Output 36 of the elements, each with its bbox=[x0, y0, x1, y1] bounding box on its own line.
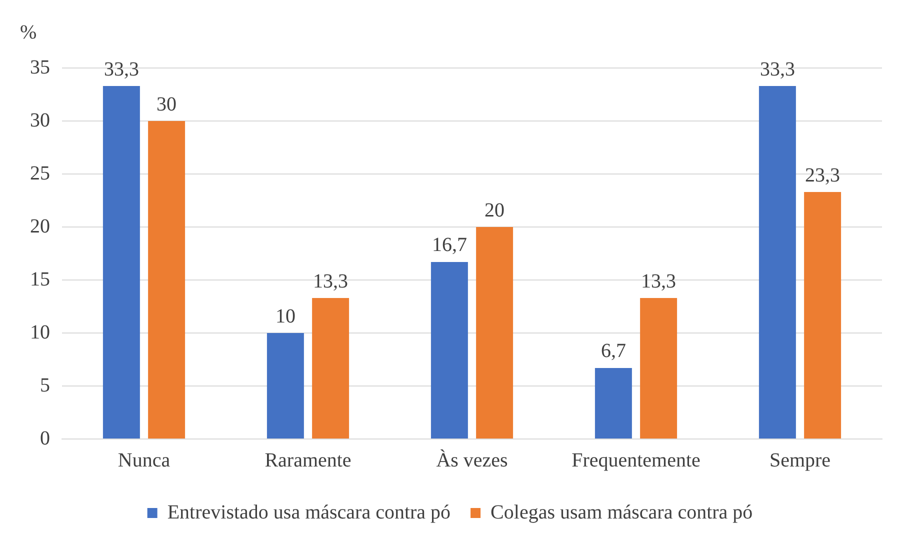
legend-label: Entrevistado usa máscara contra pó bbox=[167, 501, 451, 524]
bar bbox=[266, 333, 304, 438]
data-label: 10 bbox=[275, 305, 296, 328]
bar bbox=[804, 192, 842, 438]
data-label: 30 bbox=[156, 93, 177, 116]
bar bbox=[758, 86, 796, 438]
x-tick-label: Raramente bbox=[264, 449, 352, 472]
bar bbox=[102, 86, 140, 438]
y-axis-title: % bbox=[20, 21, 37, 44]
data-label: 33,3 bbox=[760, 58, 795, 80]
data-label: 6,7 bbox=[600, 340, 626, 362]
legend-label: Colegas usam máscara contra pó bbox=[490, 501, 753, 524]
data-label: 33,3 bbox=[104, 58, 139, 80]
bar bbox=[594, 368, 632, 438]
y-tick-label: 35 bbox=[30, 56, 50, 78]
data-label: 13,3 bbox=[313, 270, 348, 292]
y-tick-label: 5 bbox=[40, 374, 50, 396]
y-tick-label: 15 bbox=[30, 268, 50, 290]
bar bbox=[312, 298, 350, 438]
data-label: 20 bbox=[484, 199, 505, 222]
y-tick-label: 0 bbox=[40, 427, 50, 450]
x-tick-label: Frequentemente bbox=[572, 449, 701, 472]
y-tick-label: 30 bbox=[30, 109, 50, 132]
data-label: 13,3 bbox=[641, 270, 676, 292]
bar bbox=[476, 227, 514, 438]
y-tick-label: 25 bbox=[30, 162, 50, 184]
y-tick-label: 10 bbox=[30, 321, 50, 344]
data-label: 23,3 bbox=[805, 164, 840, 186]
x-tick-label: Às vezes bbox=[436, 448, 508, 472]
x-tick-label: Sempre bbox=[769, 449, 831, 472]
bar bbox=[148, 121, 186, 438]
bar bbox=[430, 262, 468, 438]
y-tick-label: 20 bbox=[30, 215, 50, 238]
x-tick-label: Nunca bbox=[118, 449, 170, 472]
bar bbox=[640, 298, 678, 438]
data-label: 16,7 bbox=[432, 234, 467, 256]
